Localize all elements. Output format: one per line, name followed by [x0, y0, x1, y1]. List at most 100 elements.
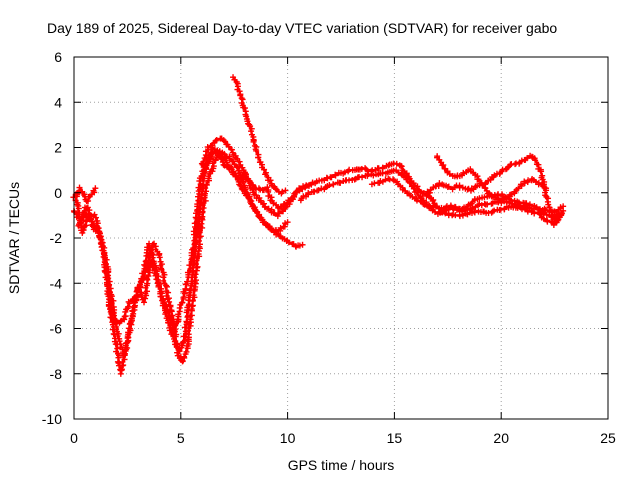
- data-point: [254, 209, 261, 216]
- data-point: [192, 271, 199, 278]
- data-point: [197, 241, 204, 248]
- data-point: [157, 262, 164, 269]
- data-point: [105, 303, 112, 310]
- data-point: [394, 178, 401, 185]
- series-track-3: [75, 144, 312, 335]
- data-point: [446, 170, 453, 177]
- data-point: [250, 138, 257, 145]
- data-point: [80, 227, 87, 234]
- data-point: [503, 195, 510, 202]
- data-point: [108, 310, 115, 317]
- data-point: [299, 241, 306, 248]
- data-point: [467, 201, 474, 208]
- data-point: [91, 211, 98, 218]
- data-point: [213, 137, 220, 144]
- data-point: [540, 215, 547, 222]
- data-point: [144, 252, 151, 259]
- data-point: [471, 209, 478, 216]
- data-point: [209, 168, 216, 175]
- data-point: [234, 176, 241, 183]
- data-point: [410, 185, 417, 192]
- data-point: [200, 204, 207, 211]
- y-tick-label: -10: [42, 411, 62, 427]
- data-point: [337, 179, 344, 186]
- data-point: [149, 254, 156, 261]
- data-point: [284, 200, 291, 207]
- data-point: [291, 193, 298, 200]
- y-axis-label: SDTVAR / TECUs: [6, 182, 22, 294]
- data-point: [101, 264, 108, 271]
- data-point: [265, 193, 272, 200]
- data-point: [186, 262, 193, 269]
- data-point: [209, 160, 216, 167]
- data-point: [243, 192, 250, 199]
- axis-tick-labels: 0 5 10 15 20 25 -10 -8 -6 -4 -2 0 2 4 6: [42, 49, 616, 446]
- data-point: [198, 220, 205, 227]
- data-point: [280, 208, 287, 215]
- data-point: [413, 197, 420, 204]
- data-point: [524, 155, 531, 162]
- data-point: [204, 144, 211, 151]
- data-point: [238, 185, 245, 192]
- data-point: [411, 189, 418, 196]
- y-tick-label: -6: [50, 321, 63, 337]
- data-point: [385, 162, 392, 169]
- data-point: [398, 163, 405, 170]
- data-point: [246, 178, 253, 185]
- data-point: [199, 208, 206, 215]
- data-point: [117, 367, 124, 374]
- y-tick-label: -8: [50, 366, 63, 382]
- data-point: [202, 185, 209, 192]
- y-tick-label: 0: [54, 185, 62, 201]
- data-point: [503, 165, 510, 172]
- data-point: [379, 164, 386, 171]
- data-point: [403, 176, 410, 183]
- data-point: [464, 186, 471, 193]
- data-point: [203, 181, 210, 188]
- data-point: [267, 177, 274, 184]
- data-traces: [72, 76, 565, 375]
- data-point: [190, 292, 197, 299]
- data-point: [390, 176, 397, 183]
- data-point: [167, 303, 174, 310]
- data-point: [203, 188, 210, 195]
- series-track-10: [70, 184, 99, 205]
- data-point: [200, 158, 207, 165]
- data-point: [236, 163, 243, 170]
- data-point: [508, 191, 515, 198]
- data-point: [192, 234, 199, 241]
- data-point: [341, 169, 348, 176]
- data-point: [159, 290, 166, 297]
- data-point: [330, 181, 337, 188]
- data-point: [212, 137, 219, 144]
- data-point: [141, 261, 148, 268]
- data-point: [436, 180, 443, 187]
- data-point: [445, 183, 452, 190]
- data-point: [125, 298, 132, 305]
- data-point: [147, 247, 154, 254]
- data-point: [543, 185, 550, 192]
- data-point: [362, 165, 369, 172]
- data-point: [75, 205, 82, 212]
- data-point: [186, 301, 193, 308]
- x-tick-label: 20: [493, 430, 509, 446]
- data-point: [255, 154, 262, 161]
- data-point: [517, 181, 524, 188]
- data-point: [129, 307, 136, 314]
- axis-ticks: [73, 56, 609, 420]
- data-point: [212, 157, 219, 164]
- data-point: [243, 113, 250, 120]
- data-point: [491, 207, 498, 214]
- data-point: [305, 189, 312, 196]
- data-point: [163, 302, 170, 309]
- x-tick-label: 0: [70, 430, 78, 446]
- data-point: [183, 348, 190, 355]
- data-point: [239, 186, 246, 193]
- x-tick-label: 15: [387, 430, 403, 446]
- data-point: [324, 175, 331, 182]
- data-point: [460, 169, 467, 176]
- data-point: [194, 201, 201, 208]
- chart-title: Day 189 of 2025, Sidereal Day-to-day VTE…: [47, 20, 557, 36]
- data-point: [166, 309, 173, 316]
- data-point: [553, 211, 560, 218]
